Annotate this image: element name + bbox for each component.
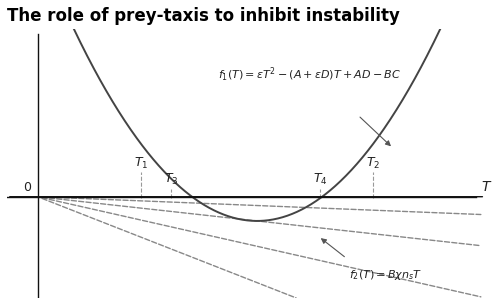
Text: 0: 0: [22, 181, 30, 194]
Text: $T$: $T$: [481, 180, 492, 194]
Text: $f_2(T) = B\chi n_s T$: $f_2(T) = B\chi n_s T$: [349, 268, 422, 282]
Text: The role of prey-taxis to inhibit instability: The role of prey-taxis to inhibit instab…: [7, 7, 400, 25]
Text: $T_3$: $T_3$: [164, 172, 178, 188]
Text: $T_4$: $T_4$: [313, 172, 328, 188]
Text: $f_1(T) = \epsilon T^2 - (A + \epsilon D)T + AD - BC$: $f_1(T) = \epsilon T^2 - (A + \epsilon D…: [218, 66, 400, 84]
Text: $T_2$: $T_2$: [366, 156, 380, 171]
Text: $T_1$: $T_1$: [134, 156, 148, 171]
